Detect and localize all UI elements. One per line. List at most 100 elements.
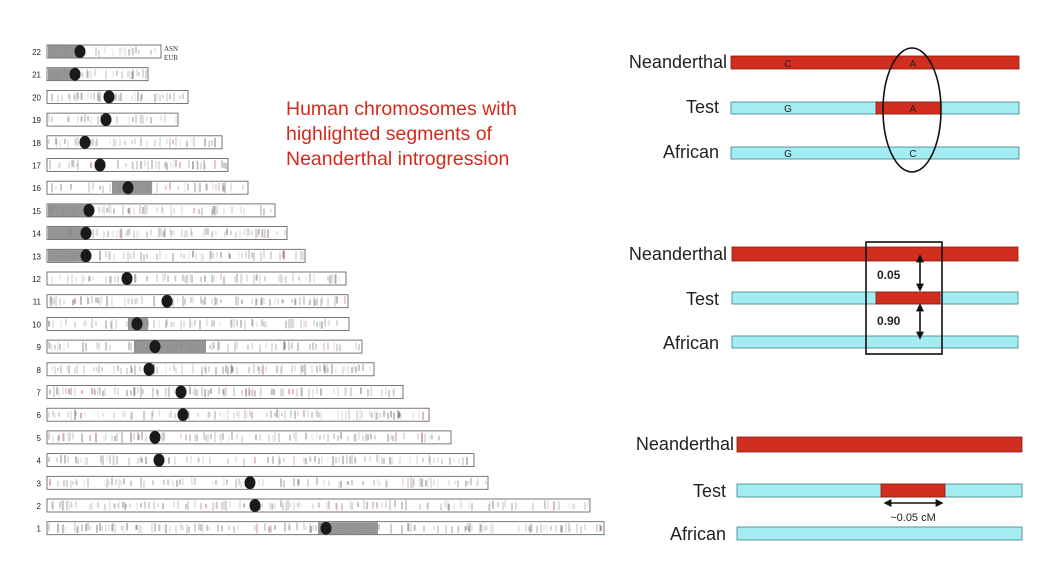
chromosome-label: 14 xyxy=(32,230,41,239)
chromosome-label: 19 xyxy=(32,116,41,125)
centromere xyxy=(153,453,165,467)
introgression-segment xyxy=(48,227,88,240)
chromosome-label: 13 xyxy=(32,252,41,261)
chromosome-label: 22 xyxy=(32,48,41,57)
chromosome-label: 18 xyxy=(32,139,41,148)
chromosome-label: 17 xyxy=(32,162,41,171)
introgression-segment xyxy=(48,204,88,217)
panel1-african-allele-right: C xyxy=(909,149,916,160)
legend-asn: ASN xyxy=(164,45,178,53)
panel2-test-introgressed-segment xyxy=(875,291,941,305)
panel1-test-bar xyxy=(730,101,1020,115)
centromere xyxy=(244,476,256,490)
chromosome-label: 11 xyxy=(33,298,42,307)
chromosome-label: 21 xyxy=(32,71,41,80)
panel1-test-introgressed-segment xyxy=(875,101,942,115)
centromere xyxy=(143,362,155,376)
centromere xyxy=(69,67,81,81)
title-line-1: Human chromosomes with xyxy=(286,98,517,120)
title-line-3: Neanderthal introgression xyxy=(286,148,510,170)
panel3-label-test: Test xyxy=(693,481,726,501)
panel-allele-comparison: Neanderthal C A Test G A African G C xyxy=(629,47,1020,173)
centromere xyxy=(80,226,92,240)
centromere xyxy=(131,317,143,331)
chromosome-body xyxy=(46,294,349,309)
panel1-test-allele-left: G xyxy=(784,104,792,115)
centromere xyxy=(122,181,134,195)
panel3-neanderthal-bar xyxy=(736,436,1023,453)
chromosome-label: 4 xyxy=(37,457,42,466)
panel1-label-neanderthal: Neanderthal xyxy=(629,52,727,72)
panel1-african-bar xyxy=(730,146,1020,160)
panel2-test-bar xyxy=(731,291,1019,305)
panel1-label-african: African xyxy=(663,142,719,162)
chromosome-body xyxy=(46,453,475,468)
chromosome-label: 1 xyxy=(37,525,42,534)
chromosome-body xyxy=(46,158,229,172)
centromere xyxy=(175,385,187,399)
centromere xyxy=(79,135,91,149)
chromosome-body xyxy=(46,271,347,286)
chromosome-body xyxy=(46,385,404,399)
introgression-segment xyxy=(48,249,88,262)
panel2-upper-value: 0.05 xyxy=(877,268,901,282)
centromere xyxy=(249,499,261,512)
chromosome-body xyxy=(46,498,591,513)
centromere xyxy=(320,521,332,535)
panel2-label-test: Test xyxy=(686,289,719,309)
panel1-african-allele-left: G xyxy=(784,149,792,160)
legend-eur: EUR xyxy=(164,54,178,62)
panel1-neanderthal-bar xyxy=(730,55,1020,70)
chromosome-label: 3 xyxy=(37,479,42,488)
chromosome-label: 2 xyxy=(37,502,42,511)
chromosome-label: 15 xyxy=(32,207,41,216)
panel3-test-bar xyxy=(736,483,1023,498)
chromosome-label: 5 xyxy=(37,434,42,443)
panel2-label-african: African xyxy=(663,333,719,353)
title-line-2: highlighted segments of xyxy=(286,123,492,145)
panel-segment-length: Neanderthal Test African ~0.05 cM xyxy=(636,434,1023,544)
chromosome-body xyxy=(46,475,489,490)
figure-title: Human chromosomes with highlighted segme… xyxy=(286,97,586,172)
panel2-african-bar xyxy=(731,335,1019,349)
panel1-test-allele-right: A xyxy=(910,104,917,115)
centromere xyxy=(149,430,161,444)
panel2-neanderthal-bar xyxy=(731,246,1019,262)
chromosome-body xyxy=(46,112,179,127)
panel1-neanderthal-allele-right: A xyxy=(910,59,917,70)
centromere xyxy=(121,272,133,285)
introgression-segment xyxy=(318,522,378,535)
centromere xyxy=(94,158,106,172)
chromosome-body xyxy=(46,135,223,150)
panel2-label-neanderthal: Neanderthal xyxy=(629,244,727,264)
centromere xyxy=(74,45,86,58)
panel3-test-introgressed-segment xyxy=(880,483,946,498)
introgression-segment xyxy=(48,45,80,58)
chromosome-label: 20 xyxy=(32,93,41,102)
panel1-neanderthal-allele-left: C xyxy=(784,59,791,70)
chromosome-label: 7 xyxy=(37,389,42,398)
centromere xyxy=(149,340,161,354)
panel1-label-test: Test xyxy=(686,97,719,117)
chromosome-label: 16 xyxy=(32,184,41,193)
panel2-lower-value: 0.90 xyxy=(877,314,901,328)
introgression-segment xyxy=(48,68,72,81)
panel2-window-box xyxy=(865,241,943,355)
panel1-snp-highlight-ellipse xyxy=(882,47,942,173)
chromosome-label: 9 xyxy=(37,343,42,352)
panel-divergence: Neanderthal Test African 0.05 0.90 xyxy=(629,241,1019,355)
chromosome-label: 10 xyxy=(32,320,41,329)
chromosome-label: 6 xyxy=(37,411,42,420)
panel3-label-neanderthal: Neanderthal xyxy=(636,434,734,454)
panel3-segment-length-label: ~0.05 cM xyxy=(890,512,936,524)
chromosome-body xyxy=(46,407,430,422)
centromere xyxy=(161,294,173,308)
centromere xyxy=(80,249,92,263)
chromosome-body xyxy=(46,430,452,445)
chromosome-label: 8 xyxy=(37,366,42,375)
centromere xyxy=(177,408,189,422)
panel3-label-african: African xyxy=(670,524,726,544)
centromere xyxy=(83,203,95,217)
